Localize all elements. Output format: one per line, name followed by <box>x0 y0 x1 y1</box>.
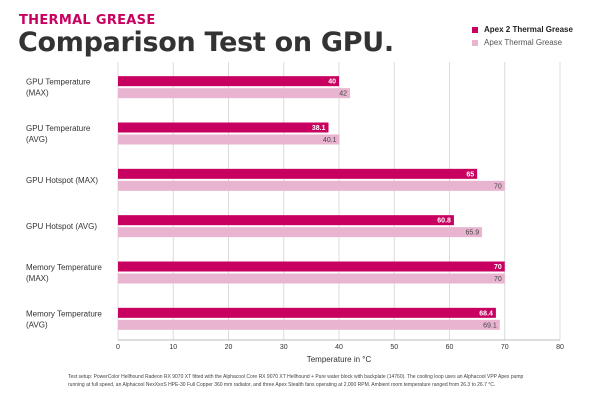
bar-apex <box>118 227 483 238</box>
data-label: 68.4 <box>479 310 493 317</box>
data-label: 70 <box>494 276 502 283</box>
footnote: Test setup: PowerColor Hellhound Radeon … <box>68 374 524 388</box>
category-label: GPU Temperature <box>26 124 91 133</box>
data-label: 60.8 <box>437 218 451 225</box>
x-tick-label: 50 <box>390 344 398 351</box>
category-label: (MAX) <box>26 89 49 98</box>
legend-swatch-apex <box>472 39 478 46</box>
data-label: 40.1 <box>323 137 337 144</box>
data-label: 40 <box>328 79 336 86</box>
chart-kicker: THERMAL GREASE <box>19 13 156 28</box>
legend-label-apex: Apex Thermal Grease <box>484 38 563 47</box>
bar-apex-2 <box>118 168 478 179</box>
x-tick-label: 30 <box>280 344 288 351</box>
category-label: (AVG) <box>26 135 48 144</box>
category-label: (AVG) <box>26 320 48 329</box>
x-tick-label: 70 <box>501 344 509 351</box>
legend-item-apex-2: Apex 2 Thermal Grease <box>472 23 573 36</box>
x-tick-label: 20 <box>225 344 233 351</box>
bar-apex-2 <box>118 122 329 133</box>
category-label: Memory Temperature <box>26 263 102 272</box>
data-label: 65 <box>466 171 474 178</box>
x-tick-label: 60 <box>446 344 454 351</box>
data-label: 69.1 <box>483 322 497 329</box>
chart-title: Comparison Test on GPU. <box>18 27 394 58</box>
category-label: Memory Temperature <box>26 309 102 318</box>
legend-swatch-apex-2 <box>472 26 478 33</box>
data-label: 65.9 <box>465 230 479 237</box>
x-tick-label: 10 <box>169 344 177 351</box>
data-label: 42 <box>339 91 347 98</box>
bar-apex-2 <box>118 261 505 272</box>
category-label: GPU Hotspot (AVG) <box>26 222 97 231</box>
x-tick-label: 40 <box>335 344 343 351</box>
data-label: 38.1 <box>312 125 326 132</box>
legend: Apex 2 Thermal Grease Apex Thermal Greas… <box>472 23 573 49</box>
bar-apex <box>118 88 351 99</box>
legend-label-apex-2: Apex 2 Thermal Grease <box>484 25 573 34</box>
bar-apex-2 <box>118 307 496 318</box>
bar-apex-2 <box>118 215 454 226</box>
category-label: GPU Hotspot (MAX) <box>26 176 98 185</box>
bar-apex-2 <box>118 76 339 87</box>
bar-apex <box>118 180 505 191</box>
data-label: 70 <box>494 183 502 190</box>
category-label: GPU Temperature <box>26 78 91 87</box>
legend-item-apex: Apex Thermal Grease <box>472 36 573 49</box>
x-tick-label: 0 <box>116 344 120 351</box>
x-axis-title: Temperature in °C <box>307 355 372 364</box>
bar-apex <box>118 273 505 284</box>
data-label: 70 <box>494 264 502 271</box>
category-label: (MAX) <box>26 274 49 283</box>
bar-apex <box>118 319 500 330</box>
bar-apex <box>118 134 340 145</box>
x-tick-label: 80 <box>556 344 564 351</box>
